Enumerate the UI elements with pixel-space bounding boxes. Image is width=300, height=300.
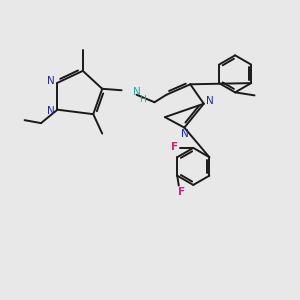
Text: H: H: [139, 95, 146, 104]
Text: F: F: [171, 142, 178, 152]
Text: N: N: [133, 87, 140, 97]
Text: N: N: [47, 106, 55, 116]
Text: N: N: [206, 96, 214, 106]
Text: N: N: [181, 129, 189, 139]
Text: N: N: [47, 76, 55, 86]
Text: F: F: [178, 187, 185, 197]
